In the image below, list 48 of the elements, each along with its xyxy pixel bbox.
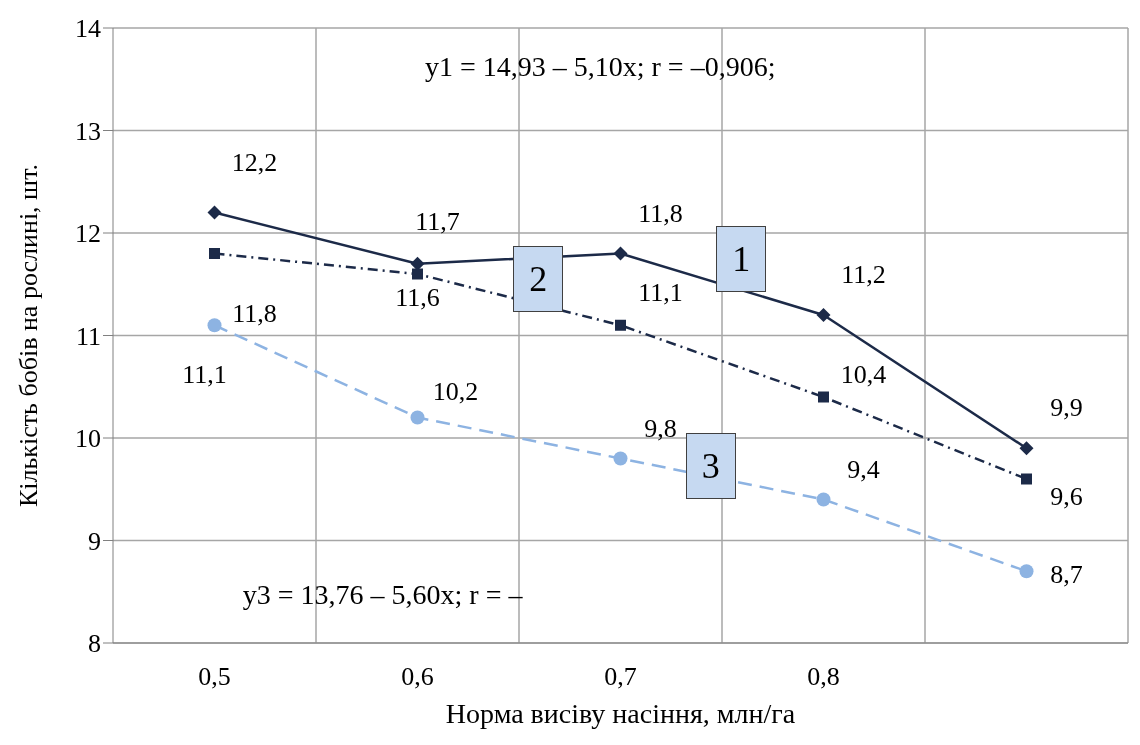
data-label: 11,6	[395, 283, 440, 312]
data-label: 11,8	[638, 198, 683, 228]
point	[1021, 473, 1032, 485]
point	[615, 319, 626, 331]
data-label: 9,4	[847, 454, 880, 484]
y-tick-label: 8	[88, 629, 101, 659]
x-tick-label: 0,7	[604, 662, 637, 692]
data-label: 11,2	[841, 260, 886, 289]
y-tick-label: 14	[75, 14, 101, 44]
point	[816, 308, 831, 322]
point	[613, 246, 628, 261]
point	[818, 391, 829, 403]
data-label: 11,1	[182, 360, 227, 390]
point	[410, 410, 425, 425]
series-label: 3	[685, 432, 736, 499]
data-label: 9,6	[1050, 482, 1083, 511]
data-label: 11,1	[638, 278, 683, 308]
point	[816, 492, 831, 507]
data-label: 9,9	[1050, 393, 1083, 423]
data-label: 10,2	[432, 376, 479, 406]
y-tick-label: 10	[75, 424, 101, 454]
series-label: 1	[716, 226, 767, 293]
annotation: y1 = 14,93 – 5,10x; r = –0,906;	[423, 50, 777, 84]
point	[207, 318, 222, 333]
y-axis-title: Кількість бобів на рослині, шт.	[14, 163, 44, 508]
point	[1019, 564, 1034, 579]
series-label: 2	[513, 245, 564, 312]
annotation: y3 = 13,76 – 5,60x; r = –	[241, 577, 524, 612]
data-label: 11,8	[232, 298, 277, 328]
x-tick-label: 0,8	[807, 662, 840, 692]
point	[209, 248, 220, 259]
y-tick-label: 13	[75, 116, 101, 146]
point	[412, 268, 423, 280]
y-tick-label: 9	[88, 526, 101, 556]
data-label: 8,7	[1050, 560, 1083, 590]
x-tick-label: 0,6	[401, 662, 434, 692]
x-tick-label: 0,5	[198, 662, 231, 692]
y-tick-label: 12	[75, 219, 101, 249]
point	[613, 451, 628, 466]
data-label: 9,8	[644, 413, 677, 443]
y-tick-label: 11	[75, 321, 101, 351]
data-label: 10,4	[840, 360, 887, 389]
data-label: 12,2	[231, 147, 278, 177]
point	[207, 205, 222, 220]
data-label: 11,7	[415, 206, 460, 236]
point	[1019, 441, 1034, 456]
point	[410, 256, 425, 271]
x-axis-title: Норма висіву насіння, млн/га	[445, 698, 796, 729]
